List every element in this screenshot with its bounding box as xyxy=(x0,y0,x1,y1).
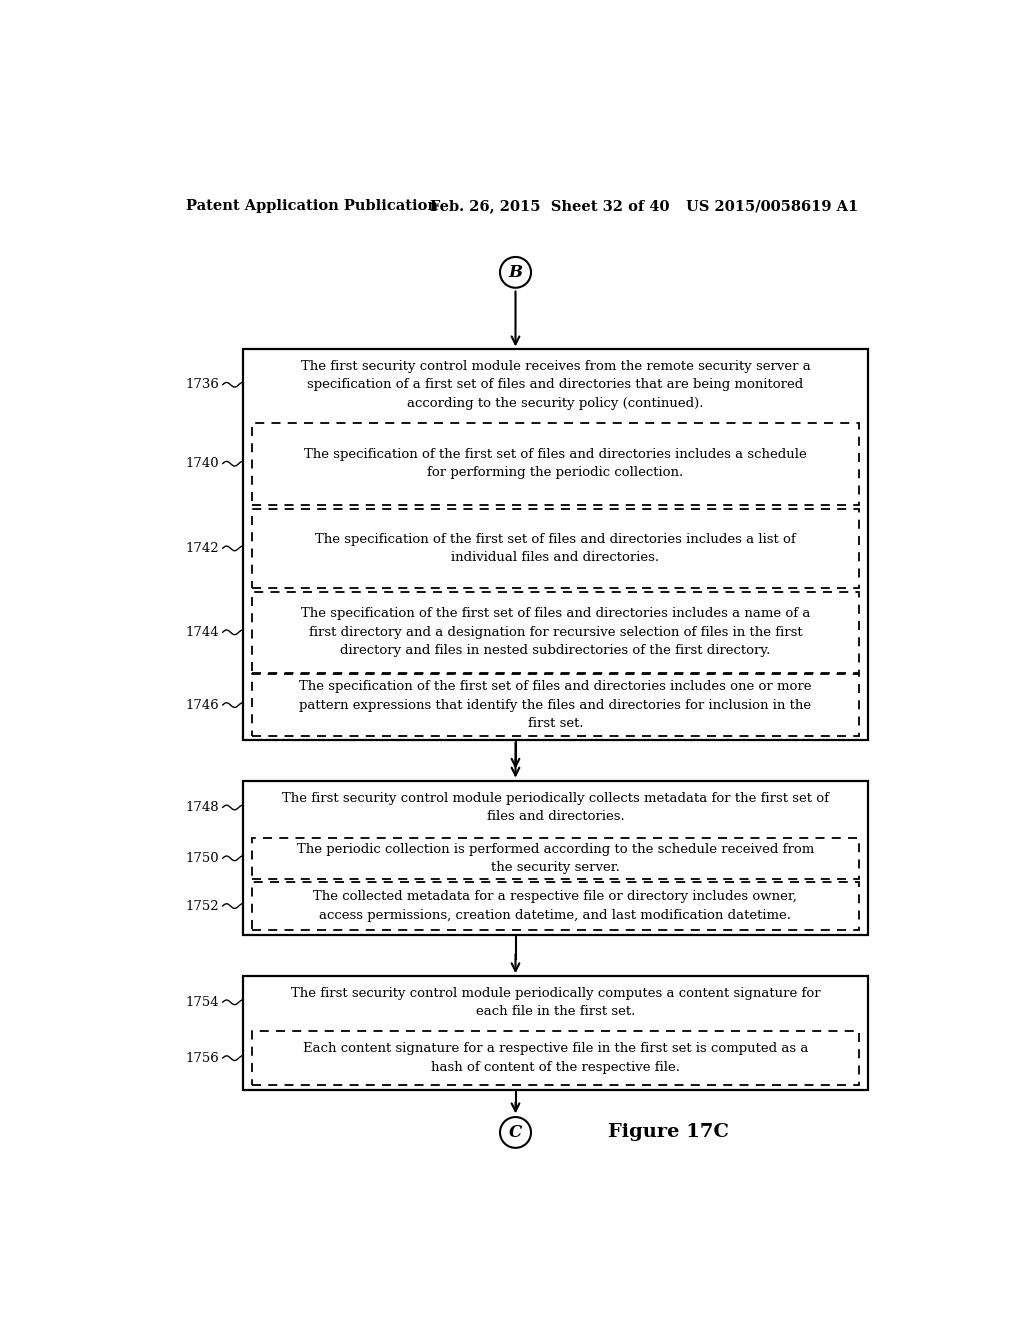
Text: 1752: 1752 xyxy=(185,899,219,912)
Bar xyxy=(252,422,859,506)
Bar xyxy=(252,508,859,589)
Circle shape xyxy=(500,1117,531,1148)
Text: The periodic collection is performed according to the schedule received from
the: The periodic collection is performed acc… xyxy=(297,842,814,874)
Text: 1740: 1740 xyxy=(185,457,219,470)
Text: The first security control module periodically collects metadata for the first s: The first security control module period… xyxy=(282,792,828,824)
Text: 1750: 1750 xyxy=(185,851,219,865)
Text: Patent Application Publication: Patent Application Publication xyxy=(186,199,438,213)
Text: The specification of the first set of files and directories includes a name of a: The specification of the first set of fi… xyxy=(301,607,810,657)
Text: C: C xyxy=(509,1123,522,1140)
Bar xyxy=(252,675,859,737)
Text: Each content signature for a respective file in the first set is computed as a
h: Each content signature for a respective … xyxy=(303,1043,808,1074)
Text: 1736: 1736 xyxy=(185,379,219,391)
Text: The specification of the first set of files and directories includes a schedule
: The specification of the first set of fi… xyxy=(304,447,807,479)
Text: The first security control module receives from the remote security server a
spe: The first security control module receiv… xyxy=(300,360,810,409)
Text: 1754: 1754 xyxy=(185,995,219,1008)
Bar xyxy=(252,591,859,673)
Text: The first security control module periodically computes a content signature for
: The first security control module period… xyxy=(291,986,820,1018)
Text: The collected metadata for a respective file or directory includes owner,
access: The collected metadata for a respective … xyxy=(313,890,798,921)
Bar xyxy=(252,882,859,929)
Bar xyxy=(243,350,868,739)
Text: The specification of the first set of files and directories includes a list of
i: The specification of the first set of fi… xyxy=(315,533,796,564)
Bar xyxy=(243,780,868,935)
Circle shape xyxy=(500,257,531,288)
Bar xyxy=(252,1031,859,1085)
Text: 1746: 1746 xyxy=(185,698,219,711)
Text: 1744: 1744 xyxy=(185,626,219,639)
Text: 1742: 1742 xyxy=(185,543,219,554)
Text: Feb. 26, 2015  Sheet 32 of 40: Feb. 26, 2015 Sheet 32 of 40 xyxy=(430,199,670,213)
Text: The specification of the first set of files and directories includes one or more: The specification of the first set of fi… xyxy=(299,680,812,730)
Bar xyxy=(243,977,868,1090)
Text: 1756: 1756 xyxy=(185,1052,219,1065)
Text: 1748: 1748 xyxy=(185,801,219,814)
Text: US 2015/0058619 A1: US 2015/0058619 A1 xyxy=(686,199,858,213)
Text: Figure 17C: Figure 17C xyxy=(608,1123,729,1142)
Text: B: B xyxy=(509,264,522,281)
Bar xyxy=(252,838,859,879)
